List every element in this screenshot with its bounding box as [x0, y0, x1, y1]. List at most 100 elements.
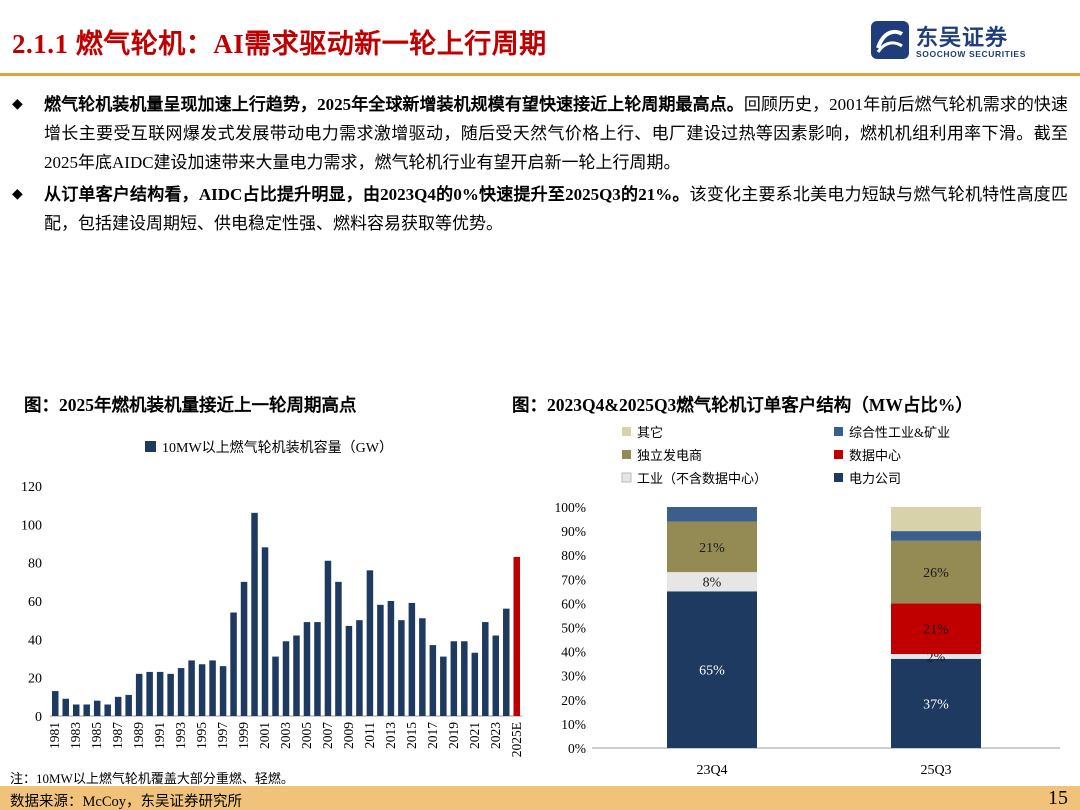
y-tick-label: 20 — [28, 672, 42, 687]
stack-segment-25Q3 — [891, 603, 981, 655]
header-divider — [0, 73, 1080, 76]
bullet-2-bold: 从订单客户结构看，AIDC占比提升明显，由2023Q4的0%快速提升至2025Q… — [44, 185, 690, 204]
bar-1991 — [156, 671, 164, 716]
x-tick-label: 2001 — [257, 722, 272, 749]
bar-1990 — [146, 671, 153, 716]
bar-2019 — [450, 641, 458, 716]
bar-2020 — [461, 641, 468, 716]
bar-2015 — [408, 602, 416, 716]
bar-1985 — [93, 700, 101, 716]
bullet-1-bold: 燃气轮机装机量呈现加速上行趋势，2025年全球新增装机规模有望快速接近上轮周期最… — [44, 95, 744, 114]
soochow-logo-icon — [871, 21, 909, 59]
installed-capacity-bar-chart: 10MW以上燃气轮机装机容量（GW） 0 20 40 60 80 100 120 1981 198… — [21, 439, 524, 757]
bar-1992 — [167, 673, 174, 716]
bar-1981 — [51, 691, 59, 716]
legend-swatch — [834, 473, 843, 482]
legend-label: 工业（不含数据中心） — [637, 471, 767, 486]
bar-2000 — [251, 512, 258, 716]
stack-segment-25Q3 — [891, 540, 981, 604]
x-tick-label: 1993 — [173, 722, 188, 749]
bar-2012 — [377, 604, 384, 716]
bar-1994 — [188, 660, 195, 716]
bullet-item-2: ◆ 从订单客户结构看，AIDC占比提升明显，由2023Q4的0%快速提升至202… — [10, 180, 1068, 238]
title-bar: 2.1.1 燃气轮机：AI需求驱动新一轮上行周期 东吴证券 SOOCHOW SE… — [0, 0, 1080, 76]
x-tick-label: 1985 — [89, 722, 104, 749]
data-label: 26% — [923, 566, 949, 581]
data-label: 65% — [699, 664, 725, 679]
x-tick-label: 1981 — [47, 722, 62, 749]
bar-2001 — [261, 547, 269, 716]
x-tick-label: 2005 — [299, 722, 314, 749]
x-tick-label: 1983 — [68, 722, 83, 749]
x-tick-label: 2023 — [488, 722, 503, 749]
bar-1988 — [125, 694, 132, 716]
data-label: 37% — [923, 697, 949, 712]
bar-2005 — [303, 622, 311, 716]
logo-chinese-name: 东吴证券 — [916, 26, 1009, 51]
bar-1999 — [240, 581, 248, 716]
bar-1982 — [62, 698, 69, 716]
bar-2004 — [293, 635, 300, 716]
y-tick-label: 0% — [568, 741, 586, 756]
y-tick-label: 10% — [561, 717, 586, 732]
bullet-2-text: 该变化主要系北美电力短缺与燃气轮机特性高度匹配，包括建设周期短、供电稳定性强、燃… — [44, 185, 1068, 233]
bar-1997 — [219, 666, 227, 716]
bar-2010 — [356, 620, 363, 716]
bar-2007 — [324, 560, 332, 716]
y-tick-label: 60% — [561, 596, 586, 611]
legend-label: 综合性工业&矿业 — [849, 425, 950, 440]
y-tick-label: 40% — [561, 645, 586, 660]
x-tick-label: 1987 — [110, 722, 125, 749]
x-tick-label: 2011 — [362, 722, 377, 749]
left-chart-title: 图：2025年燃机装机量接近上一轮周期高点 — [24, 395, 357, 415]
legend-swatch — [622, 427, 631, 436]
x-tick-label: 2019 — [446, 722, 461, 749]
bar-2008 — [335, 581, 342, 716]
logo-english-name: SOOCHOW SECURITIES — [916, 49, 1026, 59]
x-tick-label: 2009 — [341, 722, 356, 749]
bar-2006 — [314, 622, 321, 716]
bar-1984 — [83, 704, 90, 716]
x-tick-label: 23Q4 — [696, 763, 727, 778]
y-tick-label: 70% — [561, 572, 586, 587]
bar-2017 — [429, 645, 437, 716]
bar-1983 — [72, 704, 80, 716]
bar-2002 — [272, 656, 279, 716]
bar-1995 — [198, 664, 206, 716]
data-label: 21% — [923, 623, 949, 638]
x-tick-label: 1999 — [236, 722, 251, 749]
bar-2021 — [471, 652, 479, 716]
x-tick-label: 2015 — [404, 722, 419, 749]
legend-swatch — [145, 441, 156, 452]
legend-label: 电力公司 — [849, 471, 901, 486]
x-tick-label: 2013 — [383, 722, 398, 749]
legend-swatch — [622, 450, 631, 459]
legend-label: 其它 — [637, 425, 663, 440]
legend-label: 10MW以上燃气轮机装机容量（GW） — [162, 439, 393, 456]
stack-segment-23Q4 — [667, 521, 757, 573]
data-label: 8% — [703, 576, 722, 591]
right-chart-title: 图：2023Q4&2025Q3燃气轮机订单客户结构（MW占比%） — [512, 395, 973, 415]
bar-2023 — [492, 635, 500, 716]
bar-2009 — [345, 625, 353, 716]
y-tick-label: 20% — [561, 693, 586, 708]
stack-segment-23Q4 — [667, 591, 757, 748]
page-number: 15 — [1048, 787, 1068, 809]
bullet-item-1: ◆ 燃气轮机装机量呈现加速上行趋势，2025年全球新增装机规模有望快速接近上轮周… — [10, 90, 1068, 177]
stack-segment-23Q4 — [667, 572, 757, 592]
bar-2022 — [482, 622, 489, 716]
y-tick-label: 50% — [561, 621, 586, 636]
legend-swatch — [621, 472, 632, 483]
company-logo: 东吴证券 SOOCHOW SECURITIES — [870, 18, 1070, 66]
x-tick-label: 1997 — [215, 722, 230, 749]
stack-segment-25Q3 — [891, 658, 981, 748]
y-tick-label: 100% — [555, 500, 587, 515]
legend-swatch — [834, 450, 843, 459]
bar-2024 — [503, 608, 510, 716]
diamond-bullet-icon: ◆ — [12, 97, 23, 112]
y-tick-label: 60 — [28, 595, 42, 610]
stack-segment-25Q3 — [891, 531, 981, 541]
x-tick-label: 1995 — [194, 722, 209, 749]
y-tick-label: 0 — [35, 710, 42, 725]
